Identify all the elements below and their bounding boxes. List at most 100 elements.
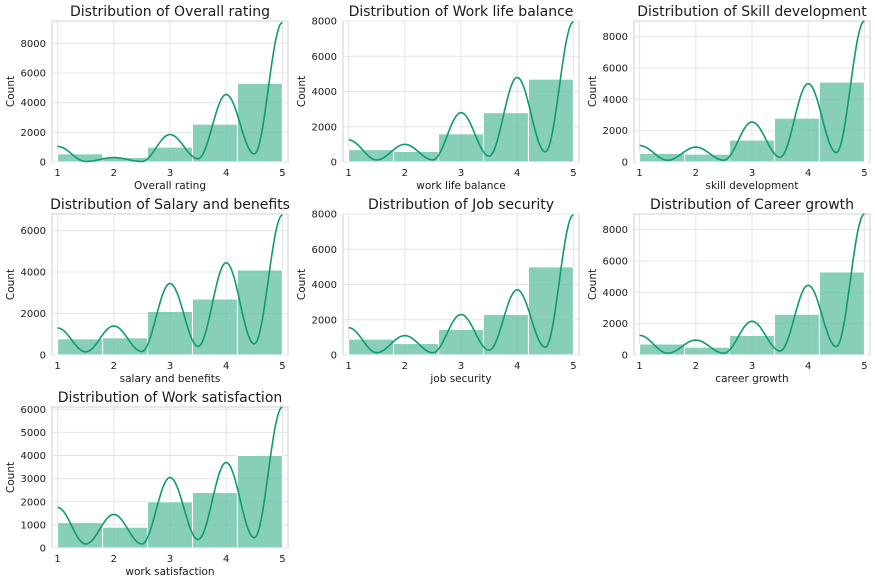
kde-line: [57, 21, 283, 163]
chart-title: Distribution of Overall rating: [70, 4, 270, 20]
y-tick-label: 2000: [21, 309, 46, 320]
y-tick-label: 0: [331, 351, 337, 362]
chart-title: Distribution of Salary and benefits: [50, 197, 290, 213]
x-tick-label: 5: [861, 361, 867, 372]
y-axis-label: Count: [5, 462, 17, 493]
y-tick-label: 6000: [21, 226, 46, 237]
bar-3: [438, 328, 484, 356]
bar-4: [482, 313, 529, 356]
y-tick-label: 6000: [312, 52, 337, 63]
x-tick-label: 1: [345, 168, 351, 179]
y-axis-label: Count: [5, 269, 17, 300]
chart-title: Distribution of Work satisfaction: [58, 390, 283, 406]
bar-5: [236, 82, 283, 163]
x-tick-label: 2: [693, 168, 699, 179]
y-tick-label: 0: [331, 158, 337, 169]
x-tick-label: 2: [402, 168, 408, 179]
x-tick-label: 1: [54, 361, 60, 372]
x-tick-label: 4: [514, 361, 520, 372]
x-tick-label: 2: [402, 361, 408, 372]
y-tick-label: 4000: [21, 98, 46, 109]
bar-5: [236, 455, 283, 549]
y-tick-label: 0: [622, 158, 628, 169]
bar-5: [527, 78, 574, 163]
y-tick-label: 8000: [21, 39, 46, 50]
y-axis-label: Count: [587, 269, 599, 300]
bar-2: [102, 337, 149, 356]
y-tick-label: 6000: [603, 257, 628, 268]
y-tick-label: 0: [40, 351, 46, 362]
x-tick-label: 2: [111, 168, 117, 179]
x-tick-label: 1: [636, 361, 642, 372]
y-tick-label: 4000: [21, 451, 46, 462]
x-tick-label: 1: [54, 168, 60, 179]
chart-panel-2: 1 2 3 4 5 0 2000 4000 6000 8000 Distribution of Wo…: [296, 4, 580, 192]
bar-5: [818, 81, 865, 163]
y-tick-label: 6000: [21, 68, 46, 79]
x-axis-label: skill development: [706, 180, 799, 192]
x-tick-label: 4: [805, 168, 811, 179]
chart-panel-4: 1 2 3 4 5 0 2000 4000 6000 Distribution of Salary…: [5, 197, 290, 385]
chart-title: Distribution of Career growth: [650, 197, 854, 213]
kde-line: [348, 214, 574, 354]
x-tick-label: 3: [167, 554, 173, 565]
kde-line: [639, 213, 865, 355]
y-tick-label: 0: [622, 351, 628, 362]
y-tick-label: 4000: [312, 280, 337, 291]
y-tick-label: 6000: [603, 64, 628, 75]
x-tick-label: 1: [636, 168, 642, 179]
bar-5: [818, 271, 865, 356]
x-axis-label: work satisfaction: [125, 566, 214, 578]
kde-line: [639, 20, 865, 161]
y-tick-label: 2000: [603, 126, 628, 137]
chart-panel-5: 1 2 3 4 5 0 2000 4000 6000 8000 Distribution of Jo…: [296, 197, 580, 385]
chart-panel-6: 1 2 3 4 5 0 2000 4000 6000 8000 Distribution of Ca…: [587, 197, 871, 385]
bar-4: [773, 313, 820, 356]
x-tick-label: 3: [749, 361, 755, 372]
x-tick-label: 2: [111, 361, 117, 372]
x-axis-label: Overall rating: [134, 180, 206, 192]
bar-4: [482, 112, 529, 163]
kde-line: [57, 214, 283, 353]
y-tick-label: 8000: [312, 17, 337, 28]
y-tick-label: 6000: [21, 405, 46, 416]
y-tick-label: 5000: [21, 428, 46, 439]
x-tick-label: 4: [514, 168, 520, 179]
y-tick-label: 4000: [603, 288, 628, 299]
x-tick-label: 3: [167, 168, 173, 179]
y-tick-label: 2000: [312, 315, 337, 326]
kde-line: [348, 21, 574, 161]
y-tick-label: 0: [40, 158, 46, 169]
bar-5: [527, 266, 574, 356]
x-tick-label: 5: [279, 168, 285, 179]
x-tick-label: 5: [279, 361, 285, 372]
x-axis-label: salary and benefits: [120, 373, 221, 385]
y-axis-label: Count: [296, 269, 308, 300]
y-axis-label: Count: [587, 76, 599, 107]
chart-title: Distribution of Job security: [368, 197, 554, 213]
bar-4: [773, 117, 820, 163]
x-tick-label: 2: [111, 554, 117, 565]
x-axis-label: career growth: [715, 373, 788, 385]
x-tick-label: 5: [861, 168, 867, 179]
y-tick-label: 8000: [603, 32, 628, 43]
y-tick-label: 2000: [603, 319, 628, 330]
bar-1: [639, 152, 686, 163]
chart-panel-3: 1 2 3 4 5 0 2000 4000 6000 8000 Distribution of Sk…: [587, 4, 871, 192]
y-tick-label: 8000: [312, 210, 337, 221]
x-tick-label: 4: [223, 554, 229, 565]
bar-4: [191, 123, 238, 163]
x-tick-label: 2: [693, 361, 699, 372]
y-tick-label: 0: [40, 544, 46, 555]
x-tick-label: 1: [345, 361, 351, 372]
chart-title: Distribution of Skill development: [637, 4, 867, 20]
x-tick-label: 5: [279, 554, 285, 565]
x-tick-label: 3: [458, 361, 464, 372]
x-tick-label: 4: [223, 168, 229, 179]
y-tick-label: 3000: [21, 474, 46, 485]
y-tick-label: 2000: [21, 128, 46, 139]
y-axis-label: Count: [296, 76, 308, 107]
x-tick-label: 5: [570, 168, 576, 179]
x-tick-label: 4: [805, 361, 811, 372]
y-tick-label: 2000: [312, 122, 337, 133]
